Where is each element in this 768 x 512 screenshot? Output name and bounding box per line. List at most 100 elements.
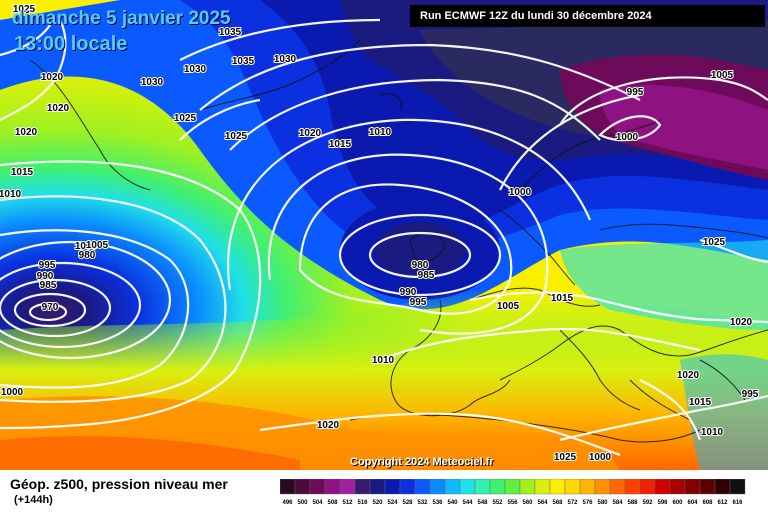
scale-swatch-576 [579, 479, 596, 495]
scale-label-608: 608 [702, 500, 713, 506]
scale-swatch-496 [280, 479, 296, 495]
isobar-label: 1020 [677, 370, 700, 381]
isobar-label: 1020 [299, 128, 322, 139]
legend-title: Géop. z500, pression niveau mer [10, 476, 228, 492]
scale-swatch-612 [714, 479, 731, 495]
isobar-label: 1010 [369, 127, 392, 138]
scale-swatch-592 [639, 479, 656, 495]
isobar-label: 1010 [0, 189, 22, 200]
scale-label-588: 588 [627, 500, 638, 506]
scale-swatch-544 [459, 479, 476, 495]
scale-swatch-536 [429, 479, 446, 495]
scale-swatch-500 [294, 479, 311, 495]
scale-swatch-540 [444, 479, 461, 495]
isobar-label: 1030 [274, 54, 297, 65]
isobar-label: 1015 [329, 139, 352, 150]
scale-label-612: 612 [717, 500, 728, 506]
copyright-notice: Copyright 2024 Meteociel.fr [350, 456, 494, 468]
scale-swatch-548 [474, 479, 491, 495]
isobar-label: 1005 [497, 301, 520, 312]
scale-label-516: 516 [357, 500, 368, 506]
isobar-label: 1000 [75, 241, 98, 252]
scale-label-524: 524 [387, 500, 398, 506]
scale-swatch-600 [669, 479, 686, 495]
scale-label-572: 572 [567, 500, 578, 506]
color-scale: 496 500 504 508 512 516 520 524 528 532 536 540 544 5… [280, 479, 746, 506]
isobar-label: 990 [37, 271, 54, 282]
isobar-label: 1000 [509, 187, 532, 198]
scale-swatch-524 [384, 479, 401, 495]
scale-label-500: 500 [297, 500, 308, 506]
scale-swatch-552 [489, 479, 506, 495]
scale-label-584: 584 [612, 500, 623, 506]
scale-label-564: 564 [537, 500, 548, 506]
isobar-label: 1025 [703, 237, 726, 248]
isobar-label: 1030 [141, 77, 164, 88]
isobar-label: 970 [42, 302, 59, 313]
scale-label-556: 556 [507, 500, 518, 506]
isobar-label: 985 [40, 280, 57, 291]
isobar-label: 1000 [1, 387, 24, 398]
isobar-label: 980 [79, 250, 96, 261]
scale-label-496: 496 [282, 500, 293, 506]
scale-label-548: 548 [477, 500, 488, 506]
scale-label-576: 576 [582, 500, 593, 506]
model-run-banner: Run ECMWF 12Z du lundi 30 décembre 2024 [410, 5, 765, 27]
isobar-label: 1020 [41, 72, 64, 83]
scale-label-532: 532 [417, 500, 428, 506]
isobar-label: 1020 [47, 103, 70, 114]
scale-label-520: 520 [372, 500, 383, 506]
scale-swatch-584 [609, 479, 626, 495]
scale-label-616: 616 [732, 500, 743, 506]
scale-swatch-608 [699, 479, 716, 495]
scale-label-560: 560 [522, 500, 533, 506]
scale-label-604: 604 [687, 500, 698, 506]
isobar-label: 1035 [232, 56, 255, 67]
scale-label-540: 540 [447, 500, 458, 506]
scale-swatch-616 [729, 479, 746, 495]
scale-swatch-556 [504, 479, 521, 495]
scale-swatch-520 [369, 479, 386, 495]
isobar-label: 995 [627, 87, 644, 98]
isobar-label: 1005 [711, 70, 734, 81]
isobar-label: 980 [412, 260, 429, 271]
scale-swatch-572 [564, 479, 581, 495]
isobar-label: 1025 [174, 113, 197, 124]
isobar-label: 1005 [86, 240, 109, 251]
isobar-label: 1015 [551, 293, 574, 304]
pressure-map: 1025 1035 1030 1035 1030 1020 1030 1020 1025 1020… [0, 0, 768, 470]
isobar-label: 1020 [15, 127, 38, 138]
scale-swatch-508 [324, 479, 341, 495]
scale-swatch-512 [339, 479, 356, 495]
scale-label-568: 568 [552, 500, 563, 506]
isobar-label: 995 [410, 297, 427, 308]
isobar-label: 1010 [372, 355, 395, 366]
scale-swatch-516 [354, 479, 371, 495]
scale-swatch-504 [309, 479, 326, 495]
scale-swatch-532 [414, 479, 431, 495]
scale-swatch-528 [399, 479, 416, 495]
isobar-label: 1025 [13, 4, 36, 15]
scale-label-544: 544 [462, 500, 473, 506]
isobar-label: 1000 [589, 452, 612, 463]
scale-label-528: 528 [402, 500, 413, 506]
forecast-local-time: 13:00 locale [14, 33, 128, 55]
isobar-label: 990 [400, 287, 417, 298]
isobar-label: 1030 [184, 64, 207, 75]
isobar-label: 1025 [554, 452, 577, 463]
scale-swatch-588 [624, 479, 641, 495]
scale-label-512: 512 [342, 500, 353, 506]
isobar-label: 1020 [730, 317, 753, 328]
scale-label-596: 596 [657, 500, 668, 506]
isobar-label: 1025 [225, 131, 248, 142]
scale-swatch-580 [594, 479, 611, 495]
isobar-label: 1035 [219, 27, 242, 38]
isobar-label: 995 [742, 389, 759, 400]
forecast-date: dimanche 5 janvier 2025 [12, 8, 231, 29]
isobar-label: 1000 [616, 132, 639, 143]
scale-swatch-568 [549, 479, 566, 495]
scale-swatch-564 [534, 479, 551, 495]
scale-label-536: 536 [432, 500, 443, 506]
scale-label-592: 592 [642, 500, 653, 506]
